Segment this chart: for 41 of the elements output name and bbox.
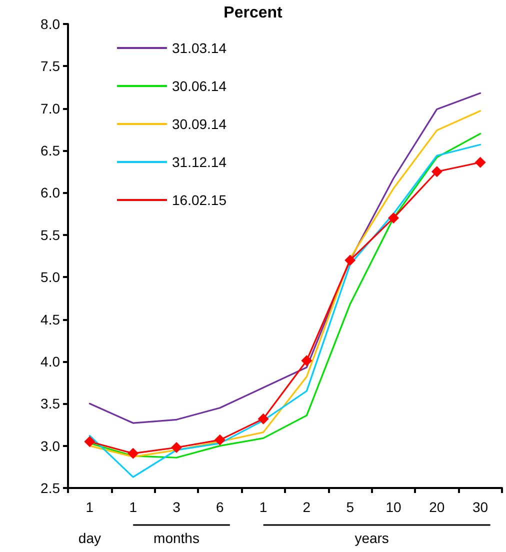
y-tick-label: 6.0 <box>40 184 60 201</box>
point <box>388 212 399 224</box>
text: day <box>78 530 101 546</box>
x-tick-label: 5 <box>346 499 354 515</box>
legend-label: 30.06.14 <box>172 78 227 94</box>
legend-label: 31.03.14 <box>172 40 227 56</box>
x-tick-label: 1 <box>129 499 138 515</box>
y-tick-label: 3.0 <box>40 438 60 454</box>
x-tick-label: 6 <box>216 499 224 515</box>
y-tick-label: 3.5 <box>40 396 60 412</box>
text: years <box>354 530 389 546</box>
point <box>344 254 356 266</box>
y-tick-label: 7.0 <box>40 100 60 116</box>
x-tick-label: 1 <box>86 499 94 515</box>
y-tick-label: 6.5 <box>40 142 60 159</box>
point <box>84 436 96 448</box>
x-tick-label: 1 <box>259 499 268 515</box>
y-tick-label: 4.5 <box>40 311 60 328</box>
chart-title: Percent <box>224 4 284 22</box>
x-tick-label: 20 <box>429 499 445 515</box>
y-tick-label: 7.5 <box>40 58 60 74</box>
legend-label: 31.12.14 <box>172 154 227 170</box>
x-tick-label: 10 <box>386 499 402 515</box>
legend-label: 16.02.15 <box>172 192 227 208</box>
point <box>214 434 226 446</box>
y-tick-label: 8.0 <box>40 16 60 32</box>
y-tick-label: 2.5 <box>40 480 60 496</box>
point <box>301 355 312 366</box>
point <box>128 448 139 459</box>
point <box>474 156 486 168</box>
point <box>431 166 442 178</box>
y-tick-label: 5.0 <box>40 269 60 286</box>
y-tick-label: 5.5 <box>40 226 60 243</box>
point <box>171 442 182 454</box>
y-tick-label: 4.0 <box>40 353 60 370</box>
x-tick-label: 2 <box>302 499 311 515</box>
legend-label: 30.09.14 <box>172 116 227 132</box>
x-tick-label: 3 <box>172 499 181 515</box>
x-tick-label: 30 <box>472 499 488 515</box>
point <box>258 413 269 424</box>
text: months <box>154 530 200 546</box>
